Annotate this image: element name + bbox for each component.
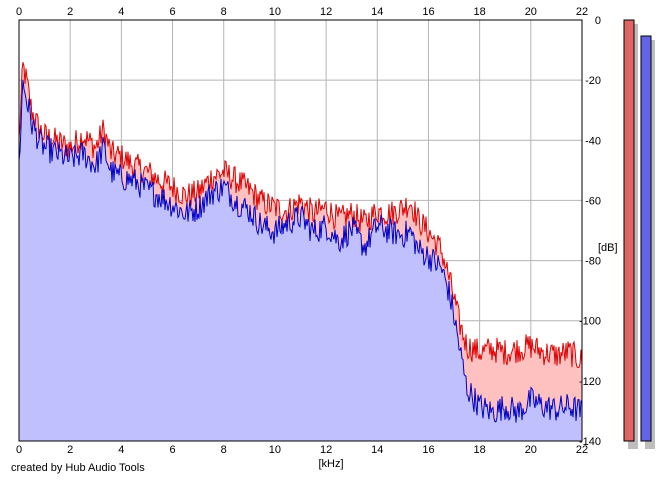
x-tick-label-bottom: 8: [221, 444, 227, 456]
series-layer: [18, 62, 583, 441]
y-tick-label: 0: [595, 15, 601, 27]
x-tick-label-top: 20: [525, 6, 537, 18]
x-tick-label-bottom: 18: [474, 444, 486, 456]
x-tick-label-top: 4: [118, 6, 124, 18]
y-tick-label: -120: [579, 376, 601, 388]
x-tick-label-bottom: 22: [576, 444, 588, 456]
y-tick-labels: 0 -20 -40 -60 -80 -100 -120 -140: [579, 15, 601, 448]
x-tick-label-top: 14: [371, 6, 383, 18]
level-meters: [623, 19, 655, 449]
x-tick-label-bottom: 14: [371, 444, 383, 456]
y-tick-label: -40: [585, 135, 601, 147]
x-tick-label-top: 2: [67, 6, 73, 18]
x-tick-label-top: 16: [422, 6, 434, 18]
y-tick-label: -20: [585, 75, 601, 87]
x-tick-label-top: 18: [474, 6, 486, 18]
x-tick-label-bottom: 16: [422, 444, 434, 456]
y-tick-label: -100: [579, 316, 601, 328]
x-tick-label-bottom: 10: [269, 444, 281, 456]
x-tick-labels-bottom: 0 2 4 6 8 10 12 14 16 18 20 22: [16, 444, 588, 456]
y-tick-label: -140: [579, 436, 601, 448]
x-tick-label-top: 12: [320, 6, 332, 18]
x-tick-label-bottom: 12: [320, 444, 332, 456]
x-tick-label-top: 6: [169, 6, 175, 18]
x-tick-label-bottom: 20: [525, 444, 537, 456]
level-meter-fill: [640, 35, 652, 442]
x-tick-label-bottom: 0: [16, 444, 22, 456]
x-axis-label: [kHz]: [318, 458, 343, 470]
y-axis-label: [dB]: [598, 242, 618, 254]
series-area: [19, 79, 582, 441]
x-tick-labels-top: 0 2 4 6 8 10 12 14 16 18 20 22: [16, 6, 588, 18]
y-tick-label: -80: [585, 256, 601, 268]
series-line: [18, 79, 583, 423]
series-line: [18, 62, 583, 369]
plot-frame: [18, 19, 583, 442]
x-tick-label-top: 10: [269, 6, 281, 18]
level-meter-fill: [623, 19, 635, 442]
x-tick-label-bottom: 6: [169, 444, 175, 456]
x-tick-label-bottom: 2: [67, 444, 73, 456]
credit-text: created by Hub Audio Tools: [11, 462, 145, 474]
y-tick-label: -60: [585, 195, 601, 207]
x-tick-label-top: 22: [576, 6, 588, 18]
x-tick-label-top: 0: [16, 6, 22, 18]
x-tick-label-bottom: 4: [118, 444, 124, 456]
x-tick-label-top: 8: [221, 6, 227, 18]
